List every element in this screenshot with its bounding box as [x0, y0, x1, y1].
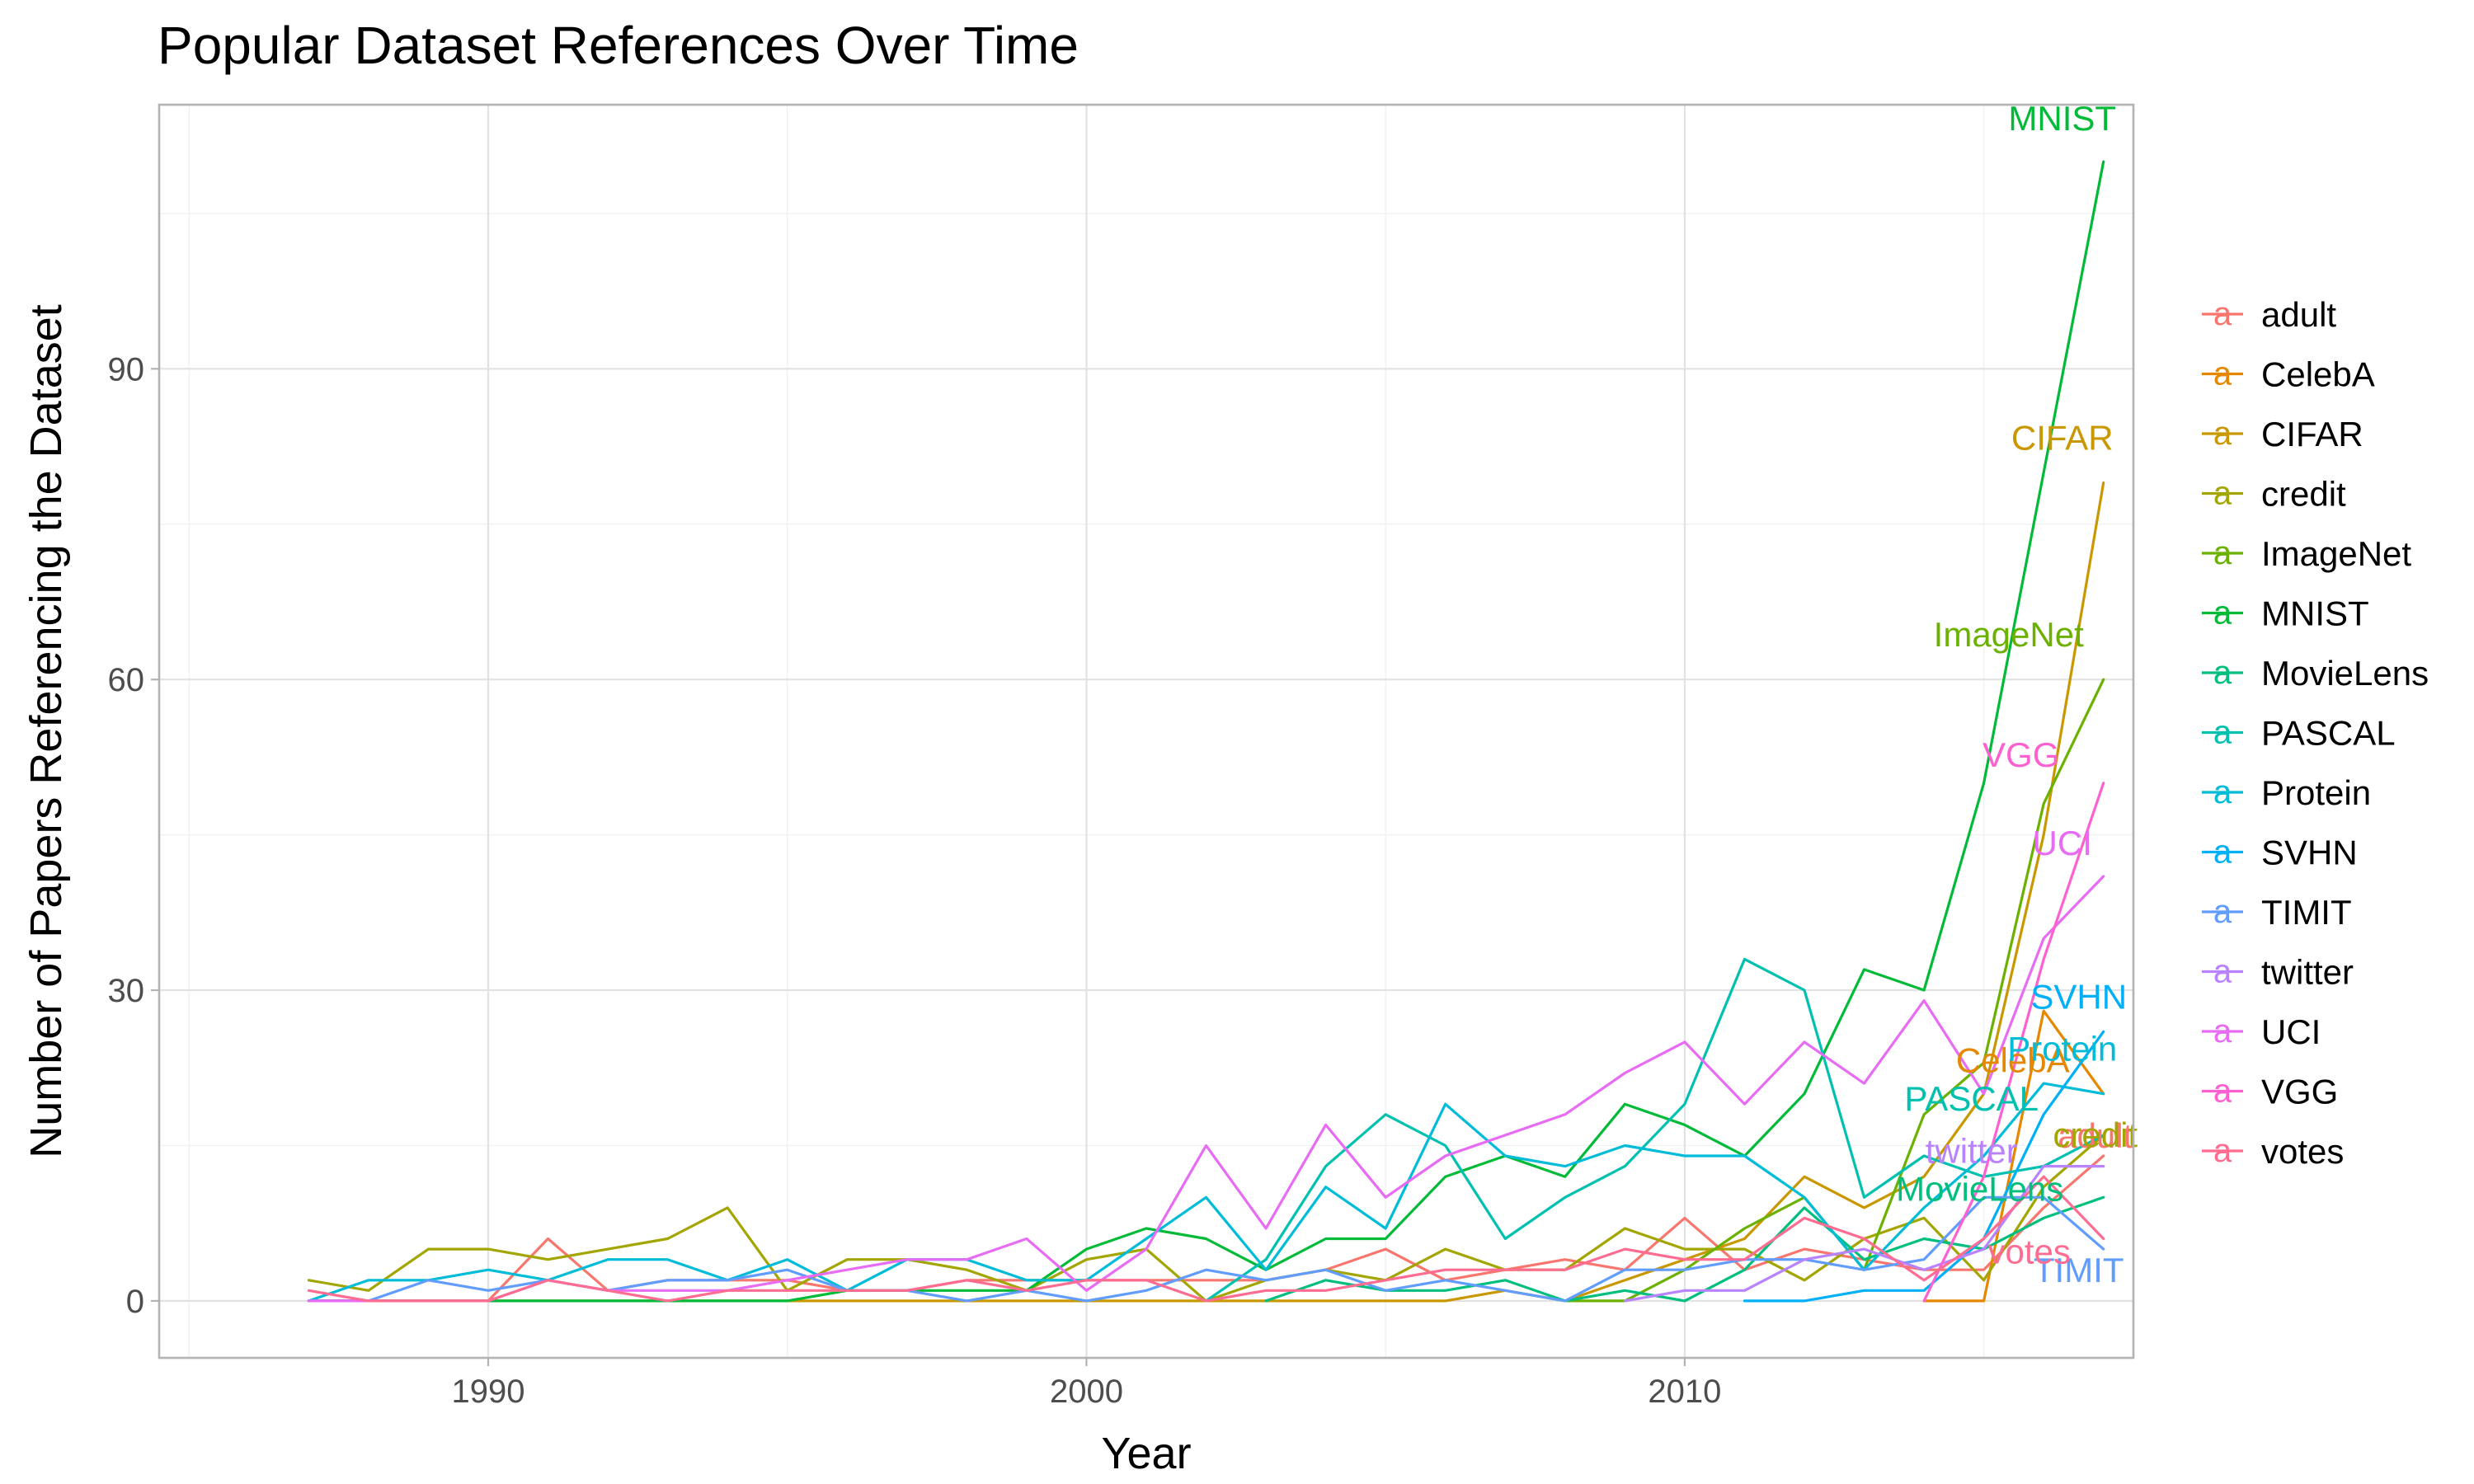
- legend-key-glyph: a: [2213, 1133, 2232, 1169]
- legend-item-imagenet: a ImageNet: [2202, 534, 2411, 573]
- legend-key-glyph: a: [2213, 1013, 2232, 1050]
- legend-item-twitter: a twitter: [2202, 953, 2354, 992]
- legend-item-movielens: a MovieLens: [2202, 654, 2429, 693]
- legend-item-celeba: a CelebA: [2202, 355, 2375, 394]
- legend-key-glyph: a: [2213, 416, 2232, 452]
- series-end-label-cifar: CIFAR: [2011, 419, 2114, 458]
- legend-item-mnist: a MNIST: [2202, 594, 2369, 633]
- legend-key-glyph: a: [2213, 535, 2232, 571]
- legend-key-glyph: a: [2213, 356, 2232, 392]
- x-axis-title: Year: [1101, 1429, 1191, 1478]
- axis-ticks: 1990 2000 2010 0 30 60 90: [108, 351, 1722, 1410]
- series-line-pascal: [1204, 957, 2105, 1303]
- series-end-label-vgg: VGG: [1982, 735, 2059, 774]
- x-tick-label: 2000: [1050, 1374, 1123, 1410]
- series-line-twitter: [1623, 1165, 2105, 1303]
- series-line-mnist: [307, 160, 2105, 1303]
- legend-item-pascal: a PASCAL: [2202, 714, 2396, 753]
- legend-label: adult: [2261, 295, 2336, 334]
- series-end-label-movielens: MovieLens: [1896, 1169, 2063, 1208]
- legend-item-votes: a votes: [2202, 1132, 2344, 1171]
- legend-key-glyph: a: [2213, 1073, 2232, 1110]
- legend-key-glyph: a: [2213, 296, 2232, 332]
- legend-label: PASCAL: [2261, 714, 2396, 753]
- legend-item-uci: a UCI: [2202, 1012, 2321, 1051]
- series-end-label-votes: votes: [1988, 1233, 2071, 1271]
- series-line-votes: [307, 1175, 2105, 1303]
- legend-label: credit: [2261, 475, 2346, 514]
- legend-label: MovieLens: [2261, 654, 2429, 693]
- legend-item-cifar: a CIFAR: [2202, 415, 2363, 453]
- x-tick-label: 1990: [452, 1374, 525, 1410]
- series-line-svhn: [1743, 1030, 2105, 1303]
- y-tick-label: 0: [126, 1284, 144, 1320]
- legend-item-svhn: a SVHN: [2202, 834, 2358, 872]
- legend-key-glyph: a: [2213, 774, 2232, 810]
- series-end-label-imagenet: ImageNet: [1934, 615, 2084, 654]
- chart-title: Popular Dataset References Over Time: [158, 16, 1079, 75]
- legend-key-glyph: a: [2213, 476, 2232, 512]
- series-line-movielens: [1264, 1195, 2105, 1303]
- series-line-vgg: [1922, 782, 2105, 1303]
- series-end-label-adult: adult: [2058, 1116, 2133, 1155]
- series-lines: [307, 160, 2105, 1303]
- plot-panel-border: [158, 103, 2135, 1360]
- legend-label: SVHN: [2261, 834, 2358, 872]
- y-tick-label: 30: [108, 973, 145, 1009]
- legend-item-adult: a adult: [2202, 295, 2336, 334]
- x-tick-label: 2010: [1648, 1374, 1721, 1410]
- legend-label: ImageNet: [2261, 534, 2411, 573]
- y-tick-label: 60: [108, 662, 145, 698]
- series-end-label-protein: Protein: [2007, 1030, 2117, 1068]
- legend-label: Protein: [2261, 773, 2371, 812]
- legend-label: UCI: [2261, 1012, 2321, 1051]
- series-end-label-pascal: PASCAL: [1904, 1079, 2039, 1118]
- series-end-label-celeba: CelebA: [1956, 1041, 2070, 1080]
- legend-label: TIMIT: [2261, 893, 2352, 932]
- legend-label: CelebA: [2261, 355, 2375, 394]
- series-end-labels: adultCelebACIFARcreditImageNetMNISTMovie…: [1896, 99, 2138, 1289]
- grid: [159, 105, 2133, 1358]
- series-end-label-twitter: twitter: [1926, 1132, 2018, 1171]
- legend-item-credit: a credit: [2202, 475, 2346, 514]
- legend-key-glyph: a: [2213, 655, 2232, 691]
- legend-key-glyph: a: [2213, 894, 2232, 930]
- legend-item-vgg: a VGG: [2202, 1073, 2338, 1111]
- legend-key-glyph: a: [2213, 954, 2232, 990]
- series-end-label-svhn: SVHN: [2030, 977, 2127, 1016]
- series-end-label-uci: UCI: [2033, 824, 2092, 862]
- series-line-celeba: [1922, 1009, 2105, 1303]
- legend-key-glyph: a: [2213, 715, 2232, 751]
- legend-label: twitter: [2261, 953, 2354, 992]
- legend-item-protein: a Protein: [2202, 773, 2371, 812]
- legend-label: MNIST: [2261, 594, 2369, 633]
- legend-label: VGG: [2261, 1073, 2338, 1111]
- legend-label: CIFAR: [2261, 415, 2363, 453]
- legend-label: votes: [2261, 1132, 2344, 1171]
- series-line-credit: [307, 1134, 2105, 1303]
- series-line-cifar: [307, 481, 2105, 1303]
- legend-item-timit: a TIMIT: [2202, 893, 2352, 932]
- series-end-label-timit: TIMIT: [2034, 1251, 2124, 1289]
- series-line-protein: [307, 1082, 2105, 1303]
- legend-key-glyph: a: [2213, 834, 2232, 871]
- series-end-label-credit: credit: [2053, 1115, 2138, 1154]
- series-line-uci: [307, 875, 2105, 1303]
- legend-key-glyph: a: [2213, 595, 2232, 632]
- y-axis-title: Number of Papers Referencing the Dataset: [21, 304, 71, 1158]
- y-tick-label: 90: [108, 351, 145, 387]
